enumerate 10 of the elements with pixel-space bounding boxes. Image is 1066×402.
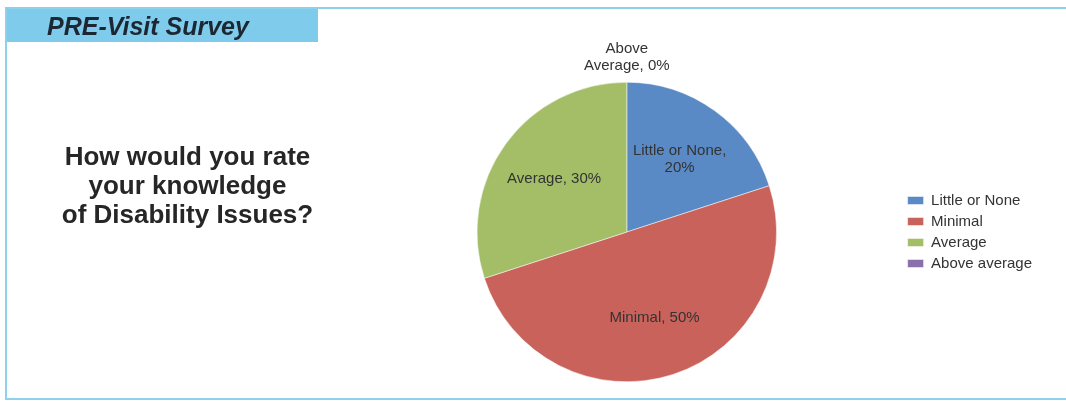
legend-label: Minimal xyxy=(931,211,983,229)
text: How would you rate your knowledge of Disability Issues? xyxy=(60,141,315,229)
data-label: Minimal, 50% xyxy=(609,307,700,325)
legend-label: Above average xyxy=(931,253,1032,271)
text: PRE-Visit Survey xyxy=(47,11,249,41)
legend-label: Average xyxy=(931,232,987,250)
text: Above Average, 0% xyxy=(583,39,670,74)
data-label: Little or None, 20% xyxy=(632,140,727,175)
legend-label: Little or None xyxy=(931,190,1021,208)
data-label: Average, 30% xyxy=(507,169,602,187)
